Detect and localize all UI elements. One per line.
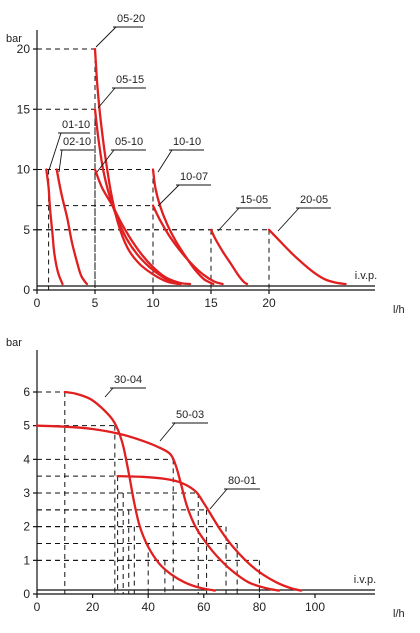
series-label-01-10: 01-10 [62,119,90,131]
series-leader-line [157,149,173,173]
x-tick-label: 80 [253,600,267,614]
series-curve-30-04 [63,390,217,592]
series-label-15-05: 15-05 [240,194,268,206]
series-leader-line [48,132,62,171]
x-tick-label: 0 [34,296,41,310]
ivp-label: i.v.p. [355,270,377,282]
series-label-20-05: 20-05 [300,194,328,206]
series-curve-01-10 [45,168,64,286]
y-tick-label: 3 [23,486,30,500]
ivp-label: i.v.p. [354,574,376,586]
series-label-80-01: 80-01 [228,475,256,487]
x-tick-label: 40 [142,600,156,614]
series-leader-line [217,207,240,232]
y-axis-label: bar [6,33,22,45]
y-tick-label: 1 [23,553,30,567]
x-tick-label: 15 [204,296,218,310]
y-tick-label: 4 [23,452,30,466]
y-tick-label: 5 [23,419,30,433]
series-leader-line [95,26,117,48]
series-leader-line [58,149,63,173]
series-curve-10-10 [151,168,215,286]
series-label-10-07: 10-07 [180,171,208,183]
y-axis-label: bar [6,337,22,349]
series-leader-line [209,488,228,510]
series-curve-50-03 [35,424,281,592]
series-leader-line [97,87,116,109]
series-curve-15-05 [209,228,249,286]
x-axis-label: l/h [393,304,405,316]
series-label-05-10: 05-10 [115,136,143,148]
series-label-05-20: 05-20 [117,13,145,25]
x-tick-label: 20 [86,600,100,614]
x-tick-label: 60 [197,600,211,614]
series-leader-line [157,184,180,207]
y-tick-label: 0 [23,283,30,297]
series-leader-line [159,422,176,442]
x-tick-label: 100 [305,600,325,614]
y-tick-label: 15 [17,102,31,116]
x-tick-label: 20 [262,296,276,310]
y-tick-label: 6 [23,385,30,399]
series-leader-line [104,387,114,398]
x-axis-label: l/h [393,608,405,620]
series-label-02-10: 02-10 [63,136,91,148]
series-curve-80-01 [116,475,303,592]
y-tick-label: 5 [23,223,30,237]
series-curve-10-07 [151,204,224,286]
y-tick-label: 0 [23,587,30,601]
y-tick-label: 10 [17,163,31,177]
series-curve-02-10 [55,168,89,286]
x-tick-label: 0 [34,600,41,614]
series-curve-05-15 [93,108,182,286]
y-tick-label: 20 [17,42,31,56]
x-tick-label: 10 [146,296,160,310]
series-label-05-15: 05-15 [116,74,144,86]
series-curve-20-05 [267,228,347,286]
series-label-50-03: 50-03 [176,409,204,421]
x-tick-label: 5 [92,296,99,310]
series-curve-05-10 [93,168,192,286]
series-leader-line [96,149,115,173]
series-leader-line [277,207,300,232]
y-tick-label: 2 [23,520,30,534]
series-label-30-04: 30-04 [114,374,142,386]
series-label-10-10: 10-10 [173,136,201,148]
